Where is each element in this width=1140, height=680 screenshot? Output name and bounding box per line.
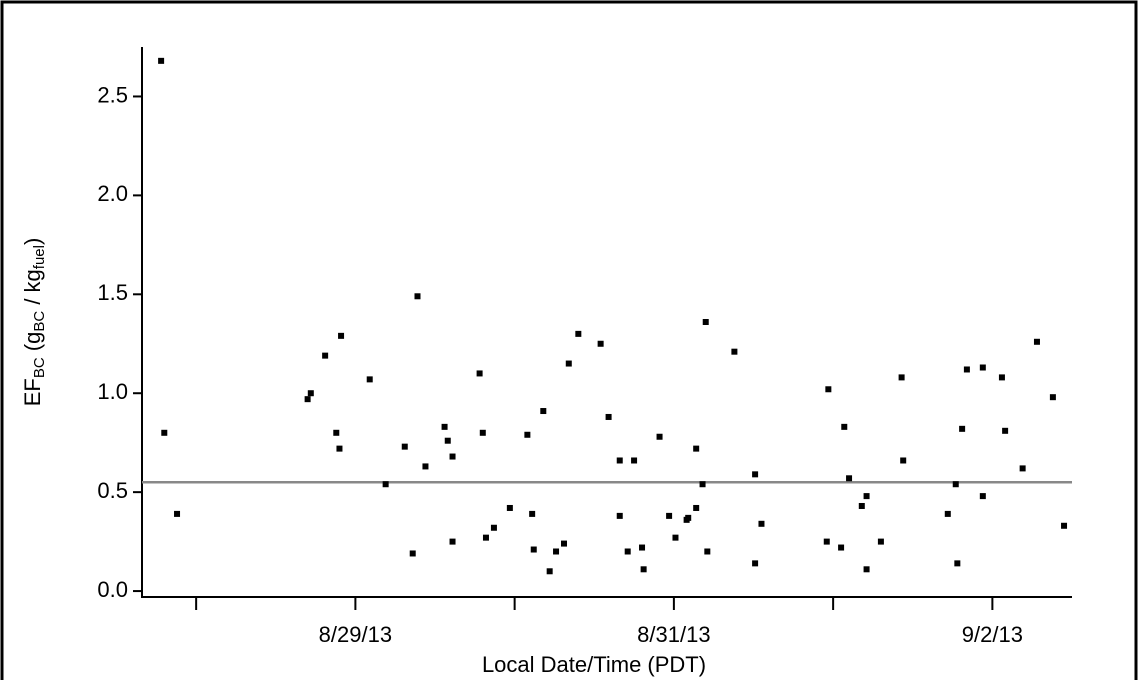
point <box>877 538 884 545</box>
point <box>944 510 951 517</box>
point <box>954 560 961 567</box>
x-tick-label: 9/2/13 <box>962 622 1023 647</box>
point <box>546 568 553 575</box>
point <box>524 431 531 438</box>
point <box>624 548 631 555</box>
y-axis-title-part: ) <box>20 238 45 245</box>
point <box>900 457 907 464</box>
y-axis-title-subscript: BC <box>31 311 48 332</box>
point <box>979 493 986 500</box>
y-axis-title-subscript: fuel <box>31 245 48 269</box>
x-axis-title: Local Date/Time (PDT) <box>482 652 706 677</box>
point <box>553 548 560 555</box>
point <box>1049 394 1056 401</box>
point <box>161 429 168 436</box>
point <box>575 330 582 337</box>
point <box>863 493 870 500</box>
point <box>699 481 706 488</box>
point <box>479 429 486 436</box>
point <box>693 445 700 452</box>
point <box>1061 522 1068 529</box>
point <box>639 544 646 551</box>
point <box>158 57 165 64</box>
point <box>640 566 647 573</box>
point <box>758 520 765 527</box>
point <box>449 453 456 460</box>
point <box>838 544 845 551</box>
point <box>704 548 711 555</box>
point <box>752 560 759 567</box>
point <box>702 319 709 325</box>
y-tick-label: 2.0 <box>97 181 128 206</box>
y-tick-label: 0.5 <box>97 478 128 503</box>
point <box>422 463 429 470</box>
point <box>979 364 986 371</box>
point <box>1033 338 1040 345</box>
y-axis-title-part: / kg <box>20 269 45 311</box>
point <box>863 566 870 573</box>
point <box>693 504 700 511</box>
y-axis-title-subscript: BC <box>31 357 48 378</box>
point <box>304 396 311 403</box>
point <box>898 374 905 381</box>
point <box>565 360 572 367</box>
point <box>605 413 612 420</box>
point <box>409 550 416 557</box>
y-tick-label: 2.5 <box>97 82 128 107</box>
point <box>858 502 865 509</box>
y-axis-title-part: (g <box>20 332 45 358</box>
point <box>952 481 959 488</box>
point <box>414 293 421 300</box>
point <box>616 512 623 519</box>
point <box>823 538 830 545</box>
point <box>846 475 853 482</box>
point <box>998 374 1005 381</box>
point <box>1019 465 1026 472</box>
point <box>530 546 537 553</box>
point <box>382 481 389 488</box>
y-tick-label: 0.0 <box>97 577 128 602</box>
x-tick-label: 8/29/13 <box>319 622 392 647</box>
point <box>841 423 848 430</box>
y-axis-title-part: EF <box>20 378 45 406</box>
point <box>672 534 679 541</box>
y-axis-title: EFBC (gBC / kgfuel) <box>20 238 48 407</box>
point <box>322 352 329 359</box>
point <box>1002 427 1009 434</box>
point <box>656 433 663 440</box>
point <box>476 370 483 377</box>
point <box>444 437 451 444</box>
point <box>174 510 181 517</box>
x-tick-label: 8/31/13 <box>637 622 710 647</box>
point <box>441 423 448 430</box>
point <box>401 443 408 450</box>
point <box>825 386 832 393</box>
point <box>597 340 604 347</box>
point <box>529 510 536 517</box>
point <box>490 524 497 531</box>
point <box>449 538 456 545</box>
y-tick-label: 1.0 <box>97 379 128 404</box>
point <box>482 534 489 541</box>
point <box>666 512 673 519</box>
point <box>561 540 568 547</box>
point <box>366 376 373 383</box>
point <box>307 390 314 397</box>
point <box>540 408 547 415</box>
point <box>752 471 759 478</box>
point <box>963 366 970 373</box>
point <box>959 425 966 432</box>
point <box>333 429 340 436</box>
point <box>685 514 692 521</box>
point <box>631 457 638 464</box>
y-tick-label: 1.5 <box>97 280 128 305</box>
point <box>338 332 345 339</box>
point <box>336 445 343 452</box>
point <box>731 348 738 355</box>
point <box>506 504 513 511</box>
point <box>616 457 623 464</box>
